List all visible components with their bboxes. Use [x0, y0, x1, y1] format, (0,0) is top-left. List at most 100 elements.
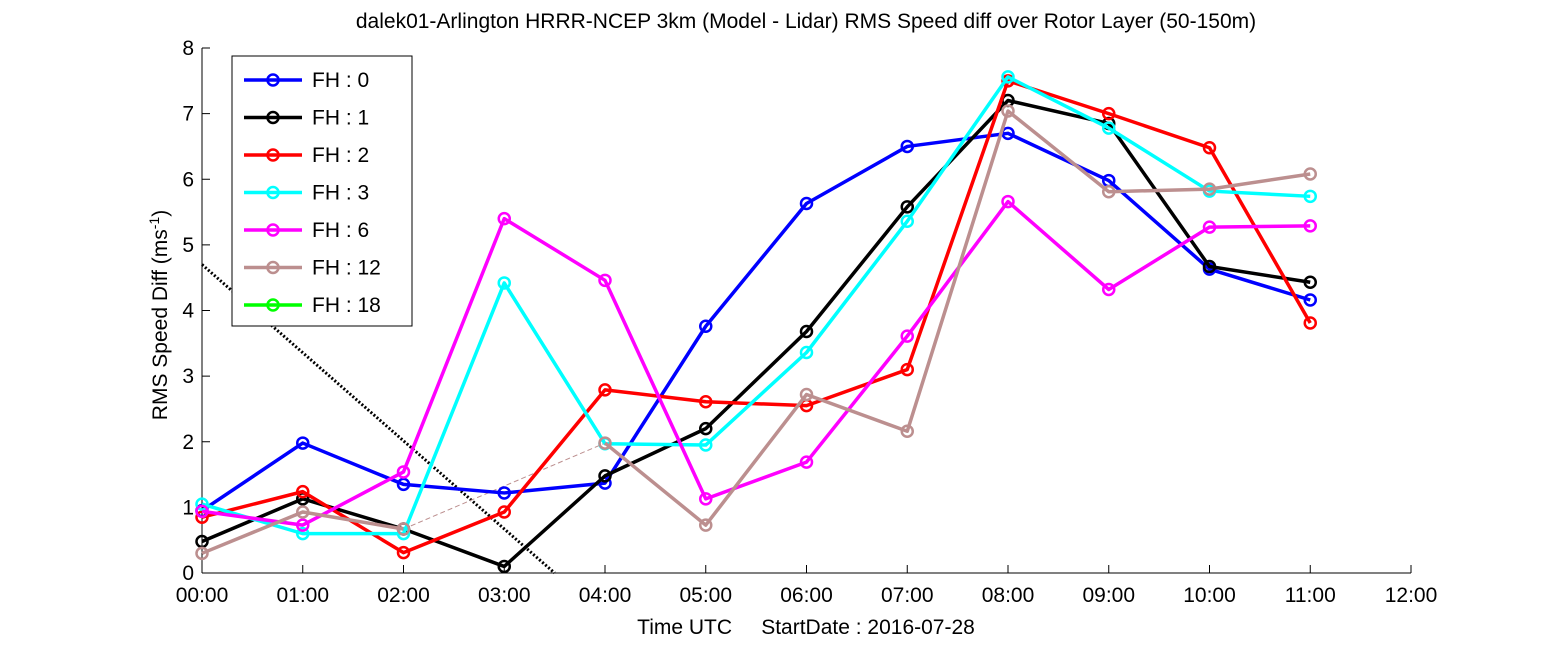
chart-title: dalek01-Arlington HRRR-NCEP 3km (Model -… — [356, 10, 1256, 33]
x-tick-label: 10:00 — [1183, 584, 1236, 607]
data-point-fh-12 — [699, 518, 713, 532]
data-point-fh-12 — [195, 546, 209, 561]
x-tick-label: 04:00 — [579, 584, 632, 607]
data-point-fh-12 — [900, 424, 914, 438]
data-point-fh-1 — [900, 200, 914, 214]
data-point-fh-6 — [1303, 219, 1317, 233]
series-line-fh-12 — [603, 109, 1311, 527]
y-axis-label-main: RMS Speed Diff (ms — [149, 229, 172, 420]
legend-marker-fh-1 — [266, 110, 280, 125]
data-point-fh-6 — [1202, 220, 1217, 234]
data-point-fh-2 — [497, 505, 511, 519]
y-tick-label: 3 — [182, 365, 194, 388]
y-tick-label: 2 — [182, 431, 194, 454]
legend-marker-fh-12 — [266, 260, 280, 275]
x-tick-label: 06:00 — [780, 584, 833, 607]
data-point-fh-3 — [296, 526, 310, 541]
x-tick-label: 09:00 — [1082, 584, 1135, 607]
x-tick-label: 05:00 — [679, 584, 732, 607]
data-point-fh-3 — [497, 276, 511, 290]
data-point-fh-12 — [296, 505, 310, 519]
data-point-fh-6 — [799, 455, 814, 469]
data-point-fh-6 — [699, 492, 713, 506]
data-point-fh-2 — [598, 383, 612, 397]
data-point-fh-3 — [1102, 121, 1116, 135]
data-point-fh-2 — [1303, 316, 1317, 330]
x-axis-label: Time UTC StartDate : 2016-07-28 — [637, 616, 975, 639]
legend-label-fh-6: FH : 6 — [312, 219, 369, 242]
data-point-fh-0 — [497, 486, 511, 500]
legend-label-fh-0: FH : 0 — [312, 69, 369, 92]
series-line-fh-6 — [201, 199, 1311, 527]
legend-marker-fh-3 — [266, 185, 280, 200]
data-point-fh-1 — [1202, 259, 1217, 274]
data-point-fh-12 — [1102, 184, 1116, 199]
data-point-fh-6 — [497, 211, 511, 226]
legend: FH : 0 FH : 1 FH : 2 FH : 3 FH : 6 FH : 12 FH … — [231, 55, 413, 327]
y-tick-label: 5 — [182, 234, 194, 257]
legend-marker-fh-6 — [266, 223, 280, 237]
data-point-fh-2 — [396, 545, 411, 560]
data-point-fh-3 — [1001, 70, 1015, 84]
data-point-fh-12 — [1202, 182, 1217, 196]
y-axis-label-end: ) — [149, 210, 172, 217]
axes: 00:00 01:00 02:00 03:00 04:00 05:00 06:00 07:00… — [176, 37, 1438, 607]
series-line-fh-0 — [201, 131, 1311, 513]
x-tick-label: 03:00 — [478, 584, 531, 607]
data-point-fh-1 — [1303, 275, 1317, 290]
annotations — [201, 263, 606, 575]
y-axis-label: RMS Speed Diff (ms-1) — [146, 210, 172, 420]
data-point-fh-3 — [195, 497, 209, 511]
x-tick-label: 01:00 — [276, 584, 329, 607]
data-point-fh-3 — [1303, 189, 1317, 204]
data-point-fh-6 — [1001, 194, 1015, 209]
series-line-fh-2 — [201, 79, 1312, 555]
x-tick-label: 07:00 — [881, 584, 934, 607]
data-point-fh-0 — [900, 139, 914, 154]
legend-label-fh-2: FH : 2 — [312, 144, 369, 167]
y-tick-label: 7 — [182, 103, 194, 126]
data-point-fh-12 — [1001, 104, 1015, 118]
data-point-fh-2 — [1102, 106, 1116, 121]
data-point-fh-3 — [799, 345, 814, 360]
data-point-fh-12 — [1303, 167, 1317, 181]
data-point-fh-2 — [296, 484, 310, 499]
data-point-fh-2 — [699, 394, 713, 409]
data-point-fh-12 — [799, 387, 814, 402]
x-tick-label: 00:00 — [176, 584, 229, 607]
y-tick-label: 4 — [182, 300, 194, 323]
data-point-fh-2 — [1202, 141, 1217, 155]
data-point-fh-2 — [900, 362, 914, 377]
data-point-fh-1 — [799, 324, 814, 339]
data-point-fh-3 — [900, 214, 914, 228]
data-point-fh-6 — [296, 518, 310, 532]
data-point-fh-1 — [699, 421, 713, 436]
data-point-fh-6 — [900, 329, 914, 343]
data-point-fh-6 — [1102, 282, 1116, 297]
x-tick-label: 08:00 — [982, 584, 1035, 607]
series-line-fh-12 — [201, 510, 404, 555]
data-point-fh-6 — [598, 273, 612, 288]
data-point-fh-0 — [699, 319, 713, 333]
y-tick-label: 0 — [182, 562, 194, 585]
data-point-fh-0 — [396, 477, 411, 492]
legend-marker-fh-18 — [266, 298, 280, 312]
data-point-fh-12 — [396, 522, 411, 536]
x-tick-label: 11:00 — [1285, 584, 1336, 607]
data-point-fh-3 — [699, 438, 713, 452]
legend-label-fh-1: FH : 1 — [312, 107, 369, 130]
legend-marker-fh-2 — [266, 148, 280, 162]
legend-marker-fh-0 — [266, 73, 280, 87]
y-tick-label: 8 — [182, 37, 194, 60]
y-tick-label: 1 — [182, 496, 194, 519]
data-point-fh-6 — [195, 504, 209, 519]
y-tick-label: 6 — [182, 168, 194, 191]
legend-label-fh-18: FH : 18 — [312, 294, 381, 317]
data-point-fh-1 — [497, 559, 511, 574]
series-group — [195, 70, 1317, 574]
x-tick-label: 12:00 — [1385, 584, 1438, 607]
data-point-fh-1 — [598, 469, 612, 483]
data-point-fh-0 — [799, 196, 814, 211]
dashed-connector-line — [403, 442, 606, 530]
